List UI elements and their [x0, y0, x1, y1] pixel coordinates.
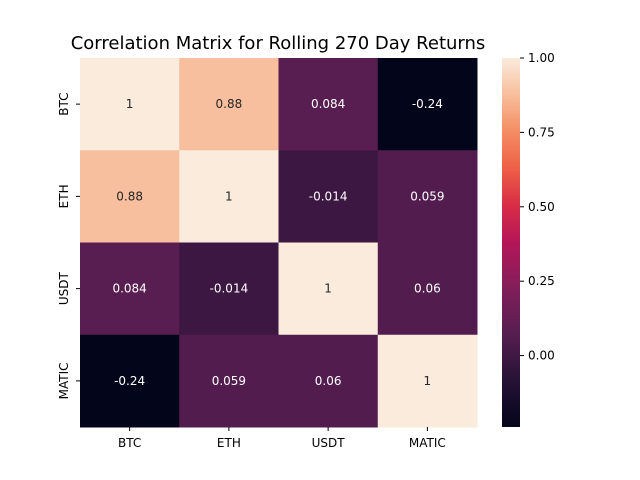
y-tick-label: ETH: [57, 184, 71, 208]
heatmap-cell-1-2: [278, 150, 379, 243]
heatmap-cell-0-2: [278, 58, 379, 151]
cell-annotation-1-1: 1: [225, 189, 233, 203]
x-tick-label: ETH: [217, 436, 241, 450]
heatmap-cell-3-1: [179, 334, 279, 428]
cell-annotation-2-0: 0.084: [112, 282, 146, 296]
heatmap-cell-3-2: [278, 334, 379, 428]
cell-annotation-2-3: 0.06: [414, 282, 441, 296]
y-tick-label: USDT: [57, 271, 71, 305]
x-tick-label: MATIC: [409, 436, 446, 450]
cell-annotation-2-2: 1: [324, 282, 332, 296]
heatmap-cell-1-3: [377, 150, 478, 243]
y-tick-label: BTC: [57, 93, 71, 116]
cell-annotation-3-0: -0.24: [114, 374, 145, 388]
cell-annotation-0-1: 0.88: [216, 97, 243, 111]
x-axis: BTC ETH USDT MATIC: [118, 427, 446, 450]
colorbar: 1.00 0.75 0.50 0.25 0.00: [502, 51, 555, 427]
heatmap-cell-2-3: [377, 242, 478, 336]
colorbar-tick-label: 0.75: [528, 125, 555, 139]
heatmap-cell-2-2: [278, 242, 379, 336]
x-tick-label: USDT: [312, 436, 346, 450]
cell-annotation-0-3: -0.24: [412, 97, 443, 111]
heatmap-cells: 1 0.88 0.084 -0.24 0.88 1 -0.014 0.059 0.084 -0.0…: [80, 58, 478, 428]
heatmap-cell-3-0: [80, 334, 180, 428]
cell-annotation-0-0: 1: [126, 97, 134, 111]
heatmap-cell-1-1: [179, 150, 279, 243]
heatmap-cell-0-3: [377, 58, 478, 151]
colorbar-tick-label: 0.50: [528, 200, 555, 214]
heatmap-cell-0-1: [179, 58, 279, 151]
heatmap-cell-2-1: [179, 242, 279, 336]
cell-annotation-1-0: 0.88: [116, 189, 143, 203]
heatmap-cell-3-3: [377, 334, 478, 428]
colorbar-tick-label: 0.25: [528, 274, 555, 288]
cell-annotation-0-2: 0.084: [311, 97, 345, 111]
cell-annotation-2-1: -0.014: [210, 282, 249, 296]
heatmap-cell-0-0: [80, 58, 180, 151]
x-tick-label: BTC: [118, 436, 141, 450]
cell-annotation-1-2: -0.014: [309, 189, 348, 203]
y-axis: BTC ETH USDT MATIC: [57, 93, 80, 399]
cell-annotation-3-3: 1: [424, 374, 432, 388]
heatmap-cell-1-0: [80, 150, 180, 243]
cell-annotation-1-3: 0.059: [410, 189, 444, 203]
chart-title: Correlation Matrix for Rolling 270 Day R…: [71, 33, 486, 54]
colorbar-tick-label: 0.00: [528, 349, 555, 363]
cell-annotation-3-1: 0.059: [212, 374, 246, 388]
y-tick-label: MATIC: [57, 362, 71, 399]
colorbar-gradient: [502, 58, 520, 427]
cell-annotation-3-2: 0.06: [315, 374, 342, 388]
colorbar-tick-label: 1.00: [528, 51, 555, 65]
heatmap-cell-2-0: [80, 242, 180, 336]
